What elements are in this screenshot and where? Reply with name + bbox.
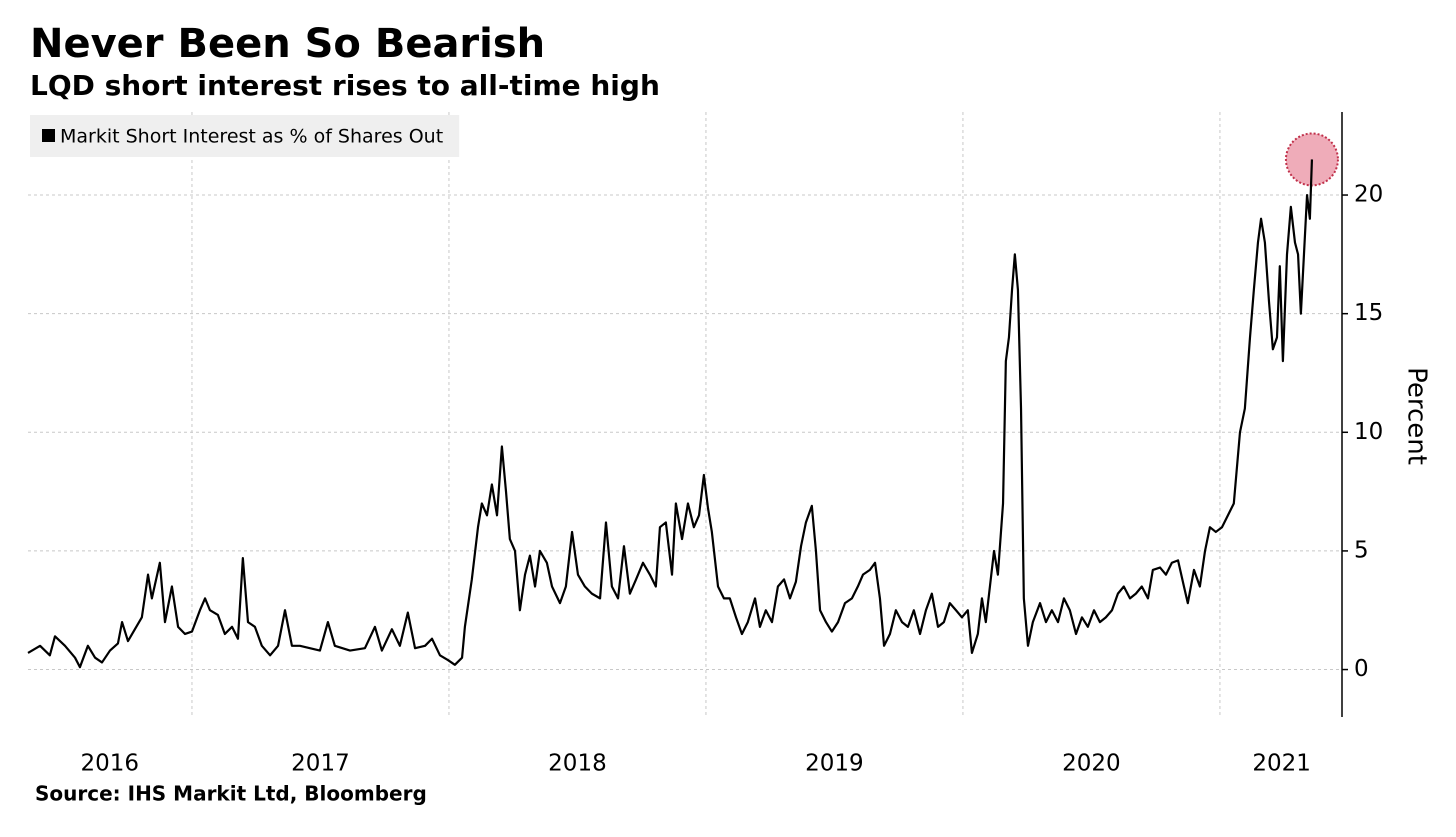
legend-label: Markit Short Interest as % of Shares Out <box>60 126 443 148</box>
x-tick-label: 2016 <box>80 751 139 777</box>
legend-swatch <box>42 129 55 142</box>
x-tick-label: 2018 <box>548 751 607 777</box>
y-tick-label: 0 <box>1354 656 1369 682</box>
source-note: Source: IHS Markit Ltd, Bloomberg <box>35 782 427 806</box>
x-tick-label: 2017 <box>291 751 350 777</box>
x-tick-label: 2019 <box>805 751 864 777</box>
y-tick-label: 10 <box>1354 419 1383 445</box>
chart-title: Never Been So Bearish <box>30 21 545 67</box>
y-tick-label: 5 <box>1354 537 1369 563</box>
series-line <box>27 159 1314 669</box>
chart-subtitle: LQD short interest rises to all-time hig… <box>30 69 660 102</box>
x-tick-label: 2021 <box>1252 751 1311 777</box>
y-tick-label: 15 <box>1354 300 1383 326</box>
y-axis-label: Percent <box>1402 367 1432 465</box>
y-tick-label: 20 <box>1354 182 1383 208</box>
legend-box <box>30 115 460 157</box>
x-tick-label: 2020 <box>1062 751 1121 777</box>
